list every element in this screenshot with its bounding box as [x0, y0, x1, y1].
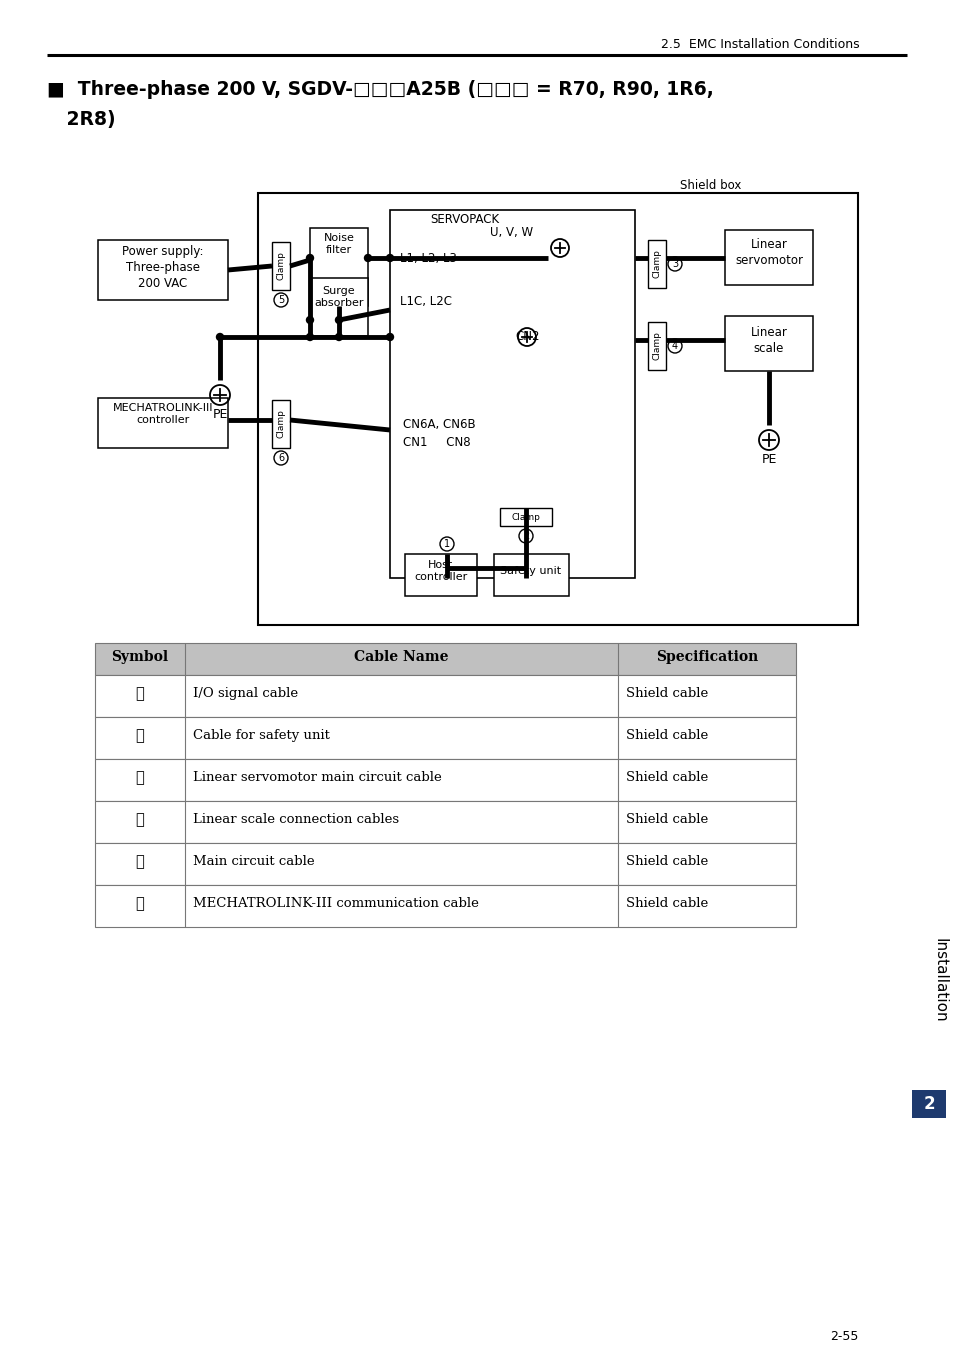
Text: Clamp: Clamp — [276, 410, 285, 438]
Text: SERVOPACK: SERVOPACK — [430, 214, 498, 226]
Text: ③: ③ — [135, 771, 144, 786]
Circle shape — [216, 334, 223, 341]
Bar — [911, 1090, 945, 1118]
Bar — [272, 242, 290, 289]
Text: Power supply:
Three-phase
200 VAC: Power supply: Three-phase 200 VAC — [122, 245, 204, 289]
Text: 2: 2 — [522, 531, 529, 541]
Bar — [257, 193, 857, 625]
Text: 2R8): 2R8) — [47, 110, 115, 128]
Text: Noise
filter: Noise filter — [323, 233, 355, 256]
Text: MECHATROLINK-III
controller: MECHATROLINK-III controller — [112, 403, 213, 426]
Text: Shield cable: Shield cable — [625, 771, 707, 784]
Text: ⑤: ⑤ — [135, 854, 144, 869]
Text: Cable for safety unit: Cable for safety unit — [193, 729, 330, 742]
Text: U, V, W: U, V, W — [490, 226, 533, 239]
Bar — [98, 241, 228, 300]
Text: I/O signal cable: I/O signal cable — [193, 687, 297, 700]
Text: Surge
absorber: Surge absorber — [314, 287, 363, 308]
Circle shape — [306, 254, 314, 261]
Circle shape — [306, 316, 314, 323]
Text: Installation: Installation — [931, 938, 946, 1022]
Text: 6: 6 — [277, 453, 284, 462]
Bar — [647, 241, 665, 288]
Bar — [95, 717, 795, 758]
Text: 2.5  EMC Installation Conditions: 2.5 EMC Installation Conditions — [660, 38, 859, 51]
Circle shape — [335, 316, 342, 323]
Bar — [724, 316, 812, 370]
Bar — [95, 758, 795, 800]
Text: 4: 4 — [671, 341, 678, 352]
Text: Shield cable: Shield cable — [625, 854, 707, 868]
Bar — [647, 322, 665, 370]
Text: 2-55: 2-55 — [829, 1330, 858, 1343]
Text: ②: ② — [135, 729, 144, 744]
Text: 1: 1 — [443, 539, 450, 549]
Text: Linear scale connection cables: Linear scale connection cables — [193, 813, 398, 826]
Text: Shield box: Shield box — [679, 178, 740, 192]
Text: Shield cable: Shield cable — [625, 729, 707, 742]
Text: Linear servomotor main circuit cable: Linear servomotor main circuit cable — [193, 771, 441, 784]
Text: CN2: CN2 — [515, 330, 539, 343]
Text: CN6A, CN6B: CN6A, CN6B — [402, 418, 476, 431]
Text: MECHATROLINK-III communication cable: MECHATROLINK-III communication cable — [193, 896, 478, 910]
Text: Host
controller: Host controller — [414, 560, 467, 583]
Text: Shield cable: Shield cable — [625, 687, 707, 700]
Text: Main circuit cable: Main circuit cable — [193, 854, 314, 868]
Bar — [95, 675, 795, 717]
Bar — [95, 644, 795, 675]
Text: Linear
scale: Linear scale — [750, 326, 786, 356]
Text: Clamp: Clamp — [652, 331, 660, 361]
Text: ■  Three-phase 200 V, SGDV-□□□A25B (□□□ = R70, R90, 1R6,: ■ Three-phase 200 V, SGDV-□□□A25B (□□□ =… — [47, 80, 713, 99]
Circle shape — [306, 334, 314, 341]
Text: L1C, L2C: L1C, L2C — [399, 295, 452, 308]
Circle shape — [386, 254, 393, 261]
Text: PE: PE — [760, 453, 776, 466]
Text: PE: PE — [213, 408, 228, 420]
Text: CN1     CN8: CN1 CN8 — [402, 435, 470, 449]
Text: Clamp: Clamp — [511, 512, 539, 522]
Bar — [310, 279, 368, 337]
Bar — [272, 400, 290, 448]
Text: Specification: Specification — [655, 650, 758, 664]
Bar — [405, 554, 476, 596]
Text: 2: 2 — [923, 1095, 934, 1113]
Bar — [310, 228, 368, 306]
Circle shape — [364, 254, 371, 261]
Bar — [95, 800, 795, 844]
Bar — [724, 230, 812, 285]
Bar — [390, 210, 635, 579]
Circle shape — [335, 334, 342, 341]
Text: 5: 5 — [277, 295, 284, 306]
Bar — [95, 844, 795, 886]
Text: Shield cable: Shield cable — [625, 813, 707, 826]
Bar — [98, 397, 228, 448]
Bar — [95, 886, 795, 927]
Text: 3: 3 — [671, 260, 678, 269]
Text: Clamp: Clamp — [652, 250, 660, 279]
Bar — [499, 508, 552, 526]
Text: Symbol: Symbol — [112, 650, 169, 664]
Text: ④: ④ — [135, 813, 144, 827]
Bar — [494, 554, 568, 596]
Text: Clamp: Clamp — [276, 251, 285, 280]
Text: Cable Name: Cable Name — [354, 650, 448, 664]
Text: ⑥: ⑥ — [135, 896, 144, 911]
Text: Safety unit: Safety unit — [500, 566, 561, 576]
Text: Linear
servomotor: Linear servomotor — [734, 238, 802, 266]
Text: L1, L2, L3: L1, L2, L3 — [399, 251, 456, 265]
Text: ①: ① — [135, 687, 144, 700]
Circle shape — [386, 334, 393, 341]
Text: Shield cable: Shield cable — [625, 896, 707, 910]
